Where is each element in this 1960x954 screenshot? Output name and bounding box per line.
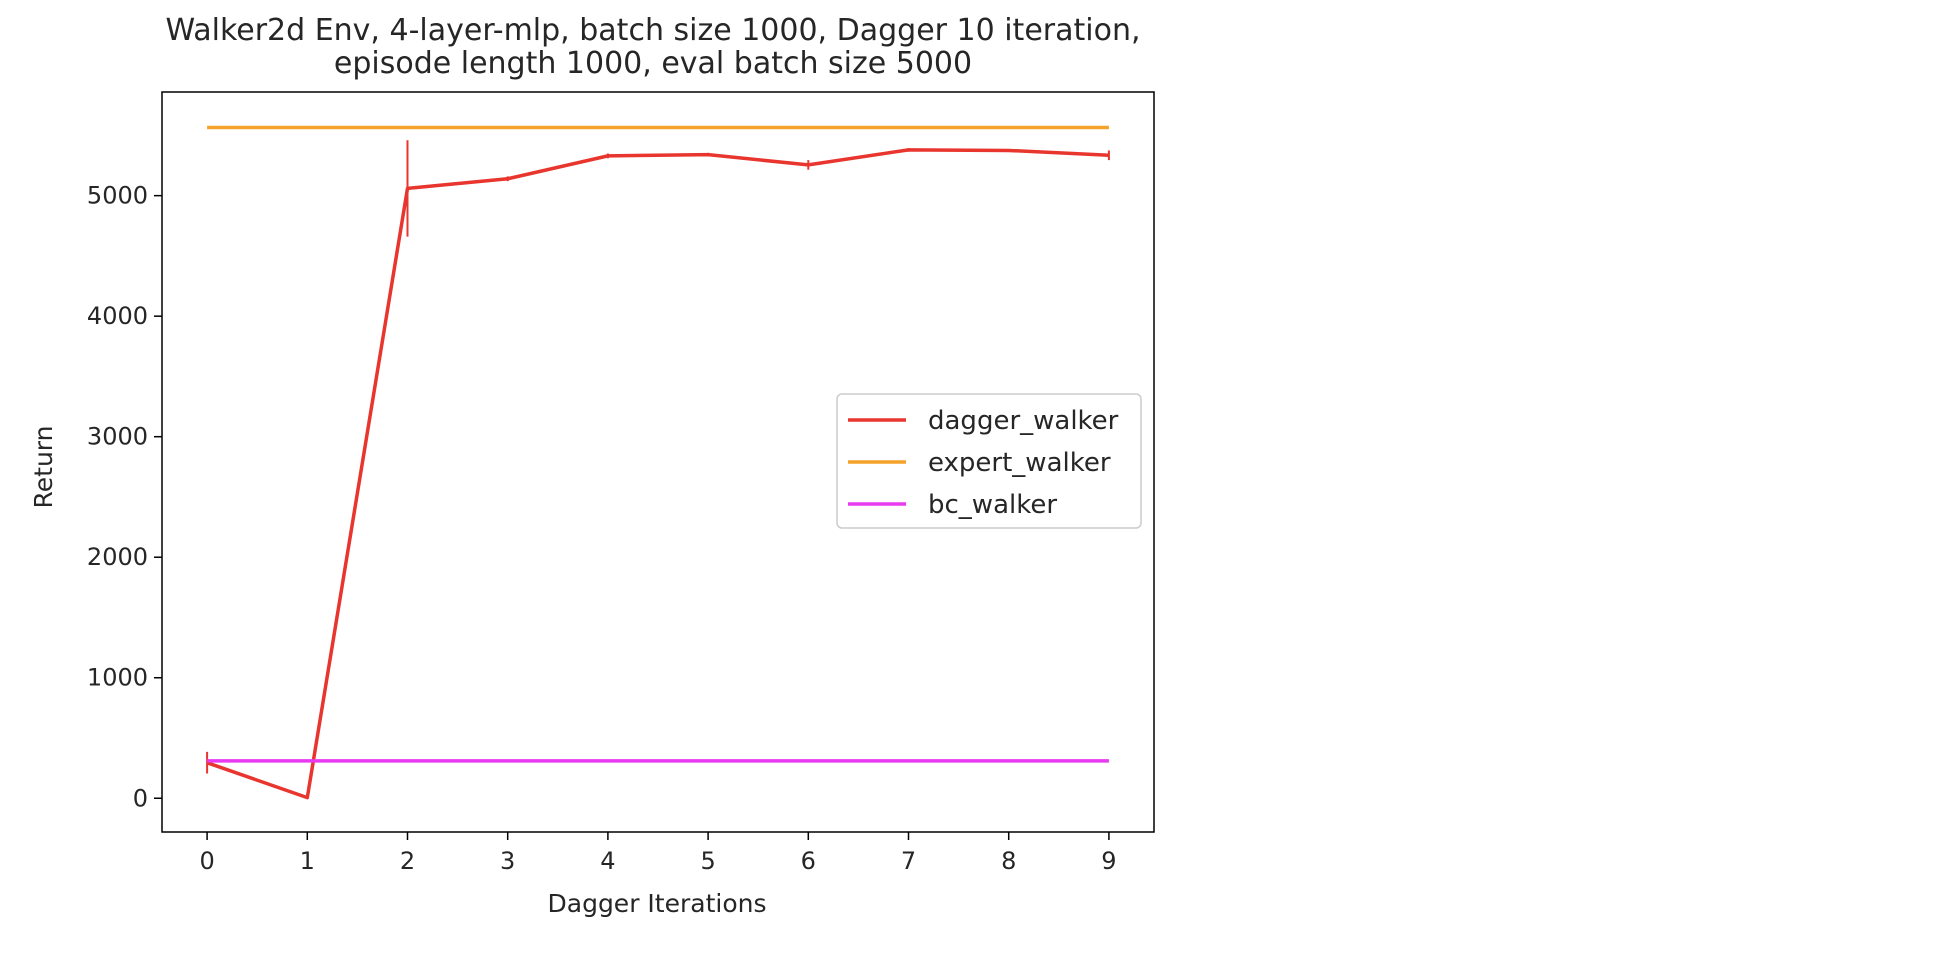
legend-label-bc-walker: bc_walker	[928, 490, 1057, 520]
legend-label-expert-walker: expert_walker	[928, 448, 1111, 478]
x-tick-label: 4	[600, 847, 615, 875]
plot-area	[206, 125, 1110, 800]
x-tick-label: 9	[1101, 847, 1116, 875]
x-tick-label: 8	[1001, 847, 1016, 875]
y-tick-label: 5000	[87, 182, 148, 210]
x-axis: 0 1 2 3 4 5 6 7 8 9	[199, 832, 1117, 875]
legend-label-dagger-walker: dagger_walker	[928, 406, 1119, 436]
series-dagger-walker	[206, 140, 1110, 800]
y-tick-label: 3000	[87, 423, 148, 451]
chart-title-line-2: episode length 1000, eval batch size 500…	[334, 46, 972, 81]
y-tick-label: 2000	[87, 543, 148, 571]
y-tick-label: 0	[133, 784, 148, 812]
y-tick-label: 4000	[87, 302, 148, 330]
y-axis-label: Return	[29, 426, 58, 509]
chart-title-line-1: Walker2d Env, 4-layer-mlp, batch size 10…	[165, 13, 1140, 48]
x-tick-label: 2	[400, 847, 415, 875]
x-tick-label: 0	[199, 847, 214, 875]
x-tick-label: 7	[901, 847, 916, 875]
y-tick-label: 1000	[87, 664, 148, 692]
x-tick-label: 6	[801, 847, 816, 875]
y-axis: 0 1000 2000 3000 4000 5000	[87, 182, 162, 812]
axes-frame	[161, 91, 1155, 833]
legend-box	[836, 393, 1142, 529]
legend: dagger_walker expert_walker bc_walker	[836, 393, 1142, 529]
x-tick-label: 1	[300, 847, 315, 875]
x-tick-label: 3	[500, 847, 515, 875]
x-tick-label: 5	[700, 847, 715, 875]
x-axis-label: Dagger Iterations	[548, 889, 767, 918]
dagger-walker-line	[206, 148, 1109, 800]
